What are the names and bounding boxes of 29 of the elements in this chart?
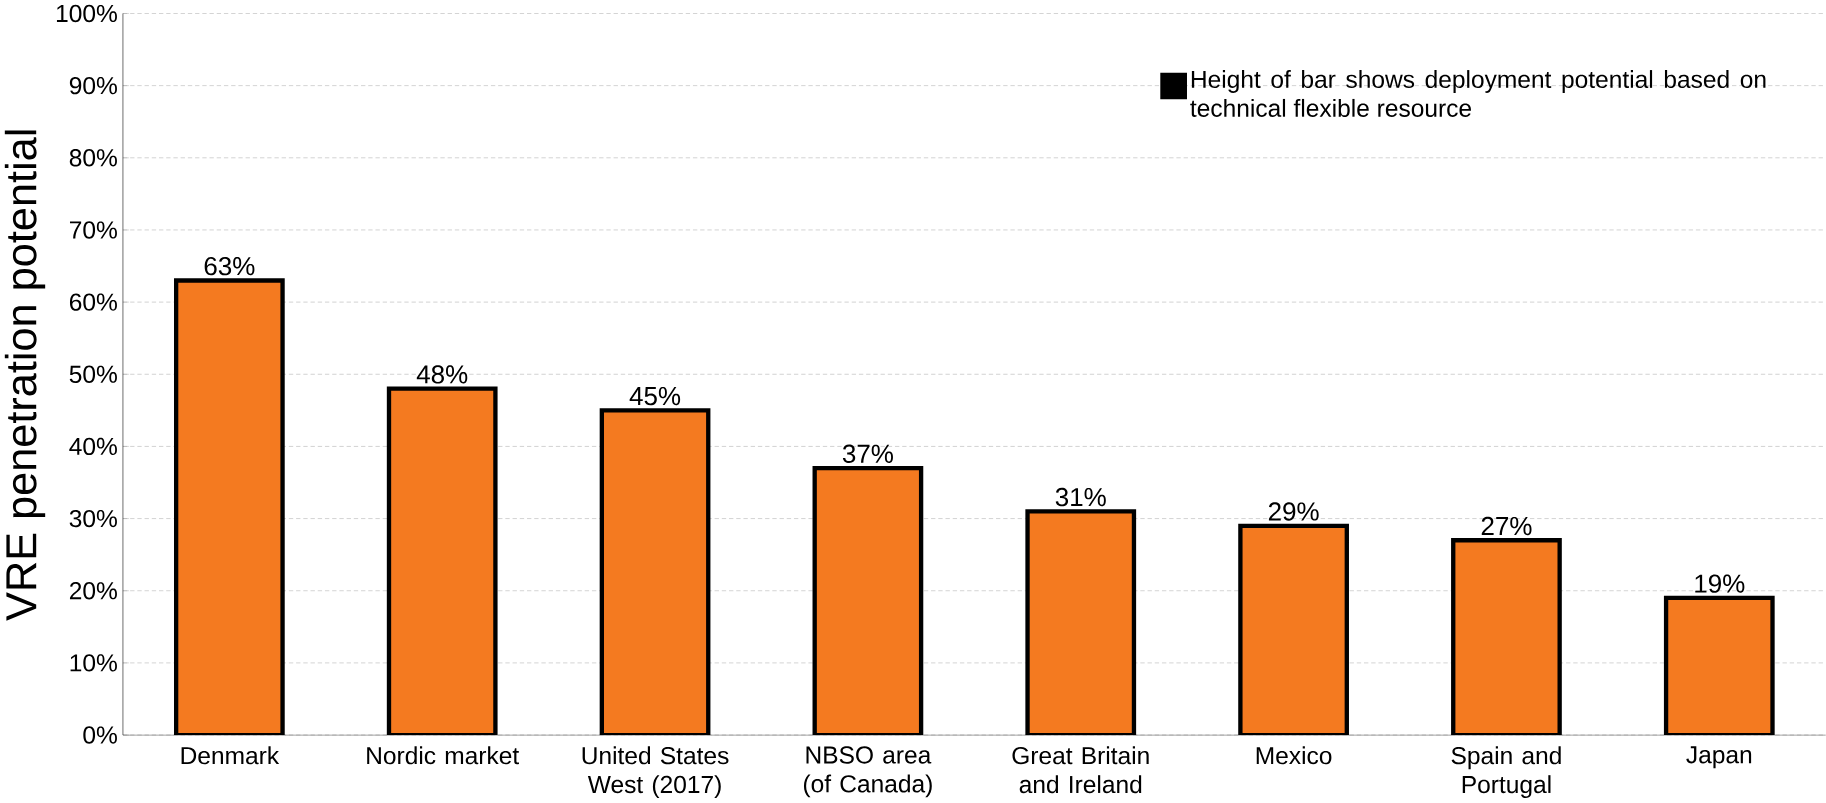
x-tick-label: Denmark [181,746,280,765]
data-label: 63% [204,257,255,276]
data-label: 27% [1481,516,1532,536]
x-tick-label: Great Britain and Ireland [1012,746,1149,794]
x-tick-label: Nordic market [367,746,520,765]
data-label: 37% [842,444,893,464]
data-label: 48% [416,365,468,384]
y-tick-label: 80% [69,149,117,167]
x-tick-label: Mexico [1256,746,1332,765]
y-tick-label: 70% [69,221,117,239]
y-tick-label: 40% [69,437,117,456]
y-tick-label: 100% [56,4,117,23]
y-tick-label: 20% [69,582,117,600]
data-label: 29% [1268,502,1319,521]
data-label: 19% [1695,574,1745,593]
y-tick-label: 90% [69,77,117,95]
y-axis-title: VRE penetration potential [4,130,46,621]
data-label: 31% [1055,487,1106,507]
y-tick-label: 10% [70,654,117,672]
y-tick-label: 0% [83,726,117,744]
y-tick-label: 30% [69,509,117,528]
y-tick-label: 60% [69,293,117,311]
y-tick-label: 50% [69,365,117,384]
x-tick-label: Spain and Portugal [1451,746,1561,799]
x-tick-label: NBSO area (of Canada) [803,746,932,798]
x-tick-label: United States West (2017) [582,746,729,799]
x-tick-label: Japan [1686,746,1752,769]
data-label: 45% [629,387,681,406]
text: Height of bar shows deployment potential based on technical flexible resource [1190,70,1766,118]
